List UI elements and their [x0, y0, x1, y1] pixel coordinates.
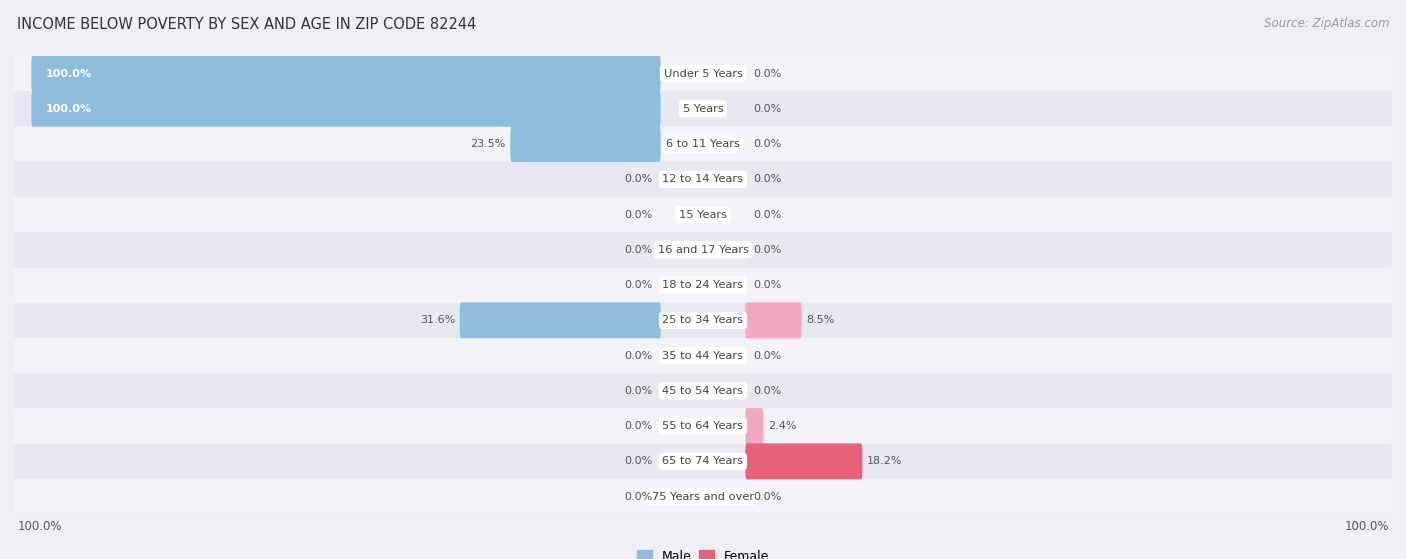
Text: 0.0%: 0.0%	[624, 245, 652, 255]
FancyBboxPatch shape	[14, 479, 1392, 514]
FancyBboxPatch shape	[31, 91, 661, 127]
Text: 2.4%: 2.4%	[768, 421, 797, 431]
Text: 0.0%: 0.0%	[754, 245, 782, 255]
Text: 0.0%: 0.0%	[754, 69, 782, 78]
Text: 0.0%: 0.0%	[624, 174, 652, 184]
Text: 6 to 11 Years: 6 to 11 Years	[666, 139, 740, 149]
Text: 100.0%: 100.0%	[45, 69, 91, 78]
Text: 0.0%: 0.0%	[754, 386, 782, 396]
FancyBboxPatch shape	[14, 338, 1392, 373]
Text: 0.0%: 0.0%	[754, 104, 782, 114]
Text: 8.5%: 8.5%	[807, 315, 835, 325]
Text: 15 Years: 15 Years	[679, 210, 727, 220]
FancyBboxPatch shape	[14, 197, 1392, 232]
FancyBboxPatch shape	[14, 162, 1392, 197]
Text: 0.0%: 0.0%	[754, 174, 782, 184]
Text: 0.0%: 0.0%	[624, 492, 652, 501]
Text: 35 to 44 Years: 35 to 44 Years	[662, 350, 744, 361]
FancyBboxPatch shape	[14, 409, 1392, 444]
Text: 65 to 74 Years: 65 to 74 Years	[662, 456, 744, 466]
FancyBboxPatch shape	[745, 408, 763, 444]
Text: 0.0%: 0.0%	[624, 210, 652, 220]
FancyBboxPatch shape	[14, 373, 1392, 409]
Text: 0.0%: 0.0%	[624, 456, 652, 466]
Text: 0.0%: 0.0%	[624, 350, 652, 361]
Text: 18 to 24 Years: 18 to 24 Years	[662, 280, 744, 290]
Text: 100.0%: 100.0%	[45, 104, 91, 114]
FancyBboxPatch shape	[14, 56, 1392, 91]
Text: Under 5 Years: Under 5 Years	[664, 69, 742, 78]
FancyBboxPatch shape	[745, 302, 801, 338]
FancyBboxPatch shape	[14, 126, 1392, 162]
Text: 31.6%: 31.6%	[420, 315, 456, 325]
Text: 16 and 17 Years: 16 and 17 Years	[658, 245, 748, 255]
Text: 25 to 34 Years: 25 to 34 Years	[662, 315, 744, 325]
Text: 0.0%: 0.0%	[754, 280, 782, 290]
Text: INCOME BELOW POVERTY BY SEX AND AGE IN ZIP CODE 82244: INCOME BELOW POVERTY BY SEX AND AGE IN Z…	[17, 17, 477, 32]
Text: Source: ZipAtlas.com: Source: ZipAtlas.com	[1264, 17, 1389, 30]
FancyBboxPatch shape	[31, 55, 661, 92]
FancyBboxPatch shape	[14, 232, 1392, 267]
FancyBboxPatch shape	[745, 443, 862, 480]
FancyBboxPatch shape	[14, 303, 1392, 338]
Text: 0.0%: 0.0%	[624, 386, 652, 396]
Text: 55 to 64 Years: 55 to 64 Years	[662, 421, 744, 431]
Legend: Male, Female: Male, Female	[631, 544, 775, 559]
Text: 0.0%: 0.0%	[624, 280, 652, 290]
Text: 0.0%: 0.0%	[624, 421, 652, 431]
Text: 100.0%: 100.0%	[1344, 519, 1389, 533]
FancyBboxPatch shape	[14, 91, 1392, 126]
FancyBboxPatch shape	[14, 444, 1392, 479]
FancyBboxPatch shape	[510, 126, 661, 162]
Text: 12 to 14 Years: 12 to 14 Years	[662, 174, 744, 184]
Text: 23.5%: 23.5%	[471, 139, 506, 149]
Text: 0.0%: 0.0%	[754, 210, 782, 220]
Text: 0.0%: 0.0%	[754, 350, 782, 361]
Text: 75 Years and over: 75 Years and over	[652, 492, 754, 501]
Text: 0.0%: 0.0%	[754, 492, 782, 501]
Text: 45 to 54 Years: 45 to 54 Years	[662, 386, 744, 396]
FancyBboxPatch shape	[14, 267, 1392, 303]
FancyBboxPatch shape	[460, 302, 661, 338]
Text: 5 Years: 5 Years	[683, 104, 723, 114]
Text: 0.0%: 0.0%	[754, 139, 782, 149]
Text: 18.2%: 18.2%	[868, 456, 903, 466]
Text: 100.0%: 100.0%	[17, 519, 62, 533]
